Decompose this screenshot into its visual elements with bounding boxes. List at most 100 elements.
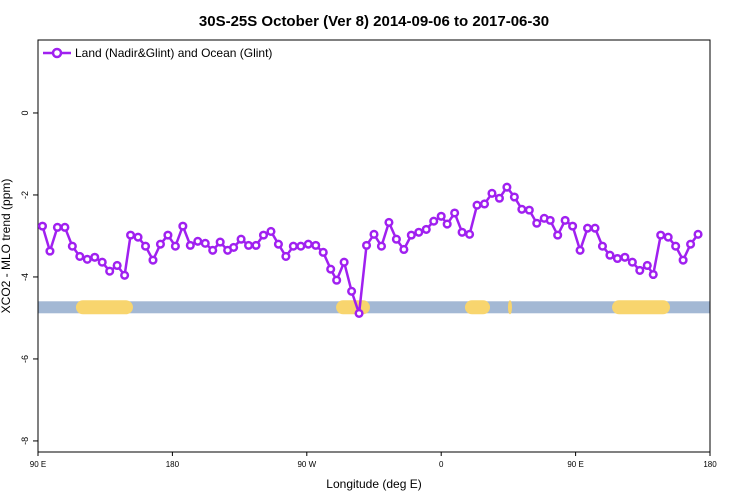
- data-point: [170, 241, 180, 251]
- data-point: [612, 253, 622, 264]
- land-segment: [507, 300, 512, 315]
- data-point: [332, 275, 342, 285]
- data-point: [288, 241, 298, 251]
- land-segment: [75, 300, 133, 315]
- data-point: [273, 239, 283, 249]
- data-point: [517, 204, 527, 214]
- data-point: [126, 230, 136, 240]
- data-point: [642, 260, 652, 271]
- x-tick-label: 180: [166, 460, 180, 469]
- data-point: [208, 245, 218, 255]
- data-point: [635, 265, 645, 275]
- plot-frame: [37, 39, 711, 453]
- data-point: [244, 240, 254, 250]
- data-point: [163, 230, 173, 240]
- data-point: [421, 224, 431, 234]
- data-point: [532, 218, 542, 228]
- data-point: [266, 226, 276, 236]
- data-point: [37, 221, 48, 231]
- data-point: [605, 250, 615, 260]
- data-point: [45, 246, 55, 256]
- data-point: [193, 236, 203, 246]
- data-point: [597, 241, 608, 251]
- data-point: [258, 230, 269, 240]
- x-tick-label: 90 W: [297, 460, 316, 469]
- data-point: [326, 264, 336, 274]
- x-axis-label: Longitude (deg E): [326, 477, 421, 491]
- data-point: [436, 211, 446, 221]
- data-point: [229, 242, 239, 252]
- y-tick-label: 0: [20, 110, 30, 115]
- data-point: [686, 239, 696, 249]
- x-tick-label: 180: [703, 460, 717, 469]
- data-point: [656, 230, 666, 240]
- data-point: [590, 223, 600, 233]
- data-point: [60, 222, 70, 232]
- data-point: [90, 252, 100, 262]
- data-point: [442, 219, 452, 229]
- data-point: [399, 244, 409, 255]
- data-point: [236, 234, 246, 244]
- data-point: [414, 227, 424, 237]
- y-axis-label: XCO2 - MLO trend (ppm): [0, 179, 13, 314]
- data-point: [155, 239, 166, 249]
- data-point: [140, 241, 151, 251]
- data-point: [148, 255, 158, 265]
- data-point: [120, 270, 130, 280]
- data-point: [693, 229, 703, 239]
- y-tick-label: -8: [20, 437, 30, 445]
- data-point: [105, 266, 115, 276]
- data-point: [67, 241, 77, 251]
- data-point: [582, 223, 593, 233]
- data-point: [472, 200, 482, 210]
- data-point: [281, 251, 291, 262]
- data-point: [347, 286, 357, 296]
- data-point: [311, 240, 321, 250]
- data-point: [215, 237, 225, 247]
- data-point: [560, 215, 570, 225]
- data-point: [671, 241, 681, 251]
- land-segment: [336, 300, 370, 315]
- legend-label: Land (Nadir&Glint) and Ocean (Glint): [75, 46, 272, 60]
- data-point: [663, 232, 673, 242]
- data-point: [620, 252, 630, 262]
- data-point: [678, 255, 688, 265]
- y-tick-label: -2: [20, 191, 30, 199]
- data-point: [251, 240, 261, 250]
- data-point: [457, 227, 467, 237]
- data-point: [369, 229, 379, 239]
- data-point: [524, 205, 534, 215]
- data-point: [200, 238, 210, 248]
- data-point: [361, 240, 372, 250]
- data-point: [185, 240, 195, 250]
- data-point: [568, 221, 578, 231]
- data-point: [406, 230, 416, 240]
- data-point: [465, 229, 475, 239]
- data-point: [97, 257, 107, 267]
- data-point: [494, 193, 504, 203]
- legend-marker: [51, 47, 63, 59]
- data-point: [553, 230, 563, 240]
- data-point: [82, 254, 92, 264]
- data-point: [376, 241, 387, 251]
- data-point: [575, 245, 585, 255]
- data-point: [112, 260, 122, 271]
- data-point: [339, 257, 349, 267]
- data-point: [178, 221, 188, 231]
- ocean-band: [38, 301, 710, 314]
- data-point: [52, 222, 62, 232]
- data-point: [509, 192, 519, 202]
- x-tick-label: 90 E: [30, 460, 46, 469]
- data-point: [450, 208, 460, 218]
- data-point: [648, 269, 658, 280]
- data-point: [303, 239, 313, 249]
- data-point: [384, 217, 394, 227]
- x-tick-label: 0: [439, 460, 444, 469]
- x-tick-label: 90 E: [567, 460, 583, 469]
- data-point: [133, 232, 143, 242]
- data-point: [487, 188, 497, 198]
- data-point: [318, 247, 328, 257]
- chart-title: 30S-25S October (Ver 8) 2014-09-06 to 20…: [199, 13, 549, 30]
- land-segment: [612, 300, 670, 315]
- data-point: [354, 308, 364, 318]
